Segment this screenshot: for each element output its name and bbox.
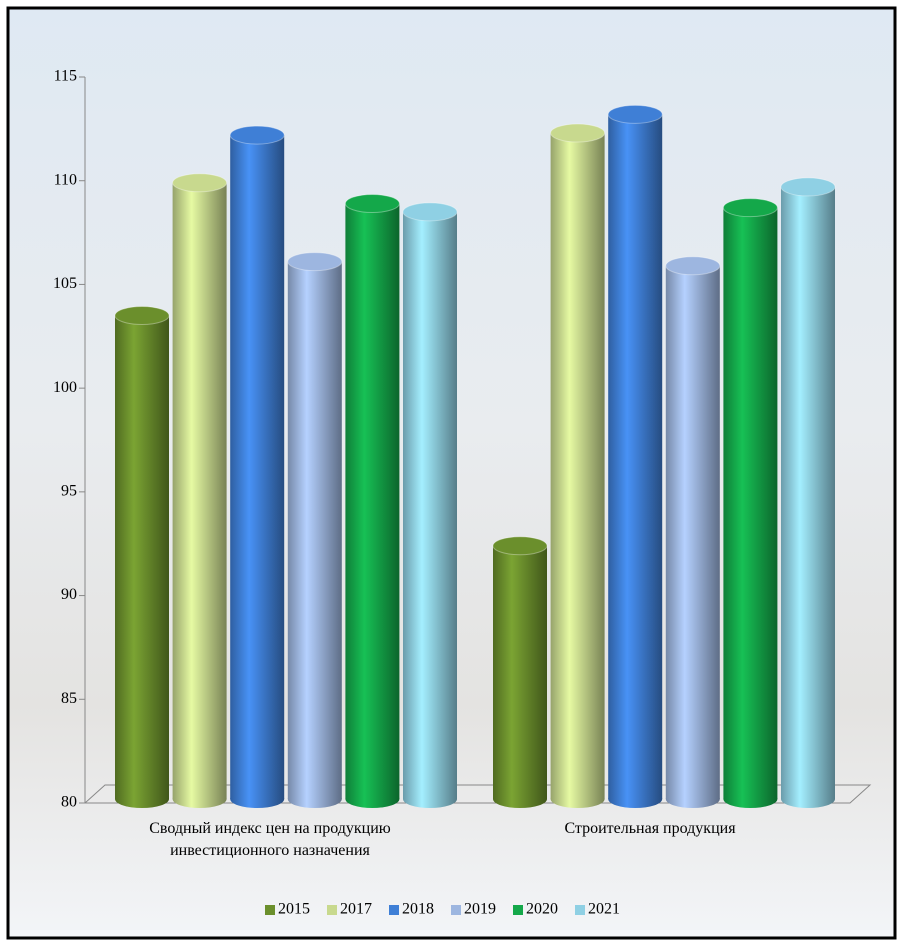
bar: [607, 104, 663, 808]
legend-label: 2018: [402, 901, 434, 918]
bar-top: [550, 123, 606, 143]
bar: [114, 306, 170, 808]
bar-body: [287, 261, 342, 799]
y-tick-label: 100: [53, 379, 77, 396]
bar-body: [172, 182, 227, 799]
bar: [402, 202, 458, 808]
bar-body: [723, 207, 778, 799]
bar-top: [607, 104, 663, 124]
legend-swatch: [451, 905, 461, 915]
bar-body: [115, 315, 169, 799]
bar-body: [403, 211, 457, 800]
legend-swatch: [513, 905, 523, 915]
bar-top: [402, 202, 458, 222]
bar-top: [172, 173, 228, 193]
legend-label: 2015: [278, 901, 310, 918]
y-tick-label: 80: [61, 794, 77, 811]
bar: [492, 536, 548, 808]
legend-swatch: [575, 905, 585, 915]
bar-body: [493, 545, 547, 799]
bar-body: [345, 203, 400, 799]
y-tick-label: 105: [53, 275, 77, 292]
bar-top: [229, 125, 285, 145]
bar-top: [114, 306, 170, 326]
bar: [550, 123, 606, 808]
bar: [229, 125, 285, 808]
bar: [344, 194, 400, 808]
bar-top: [287, 252, 343, 272]
legend-label: 2017: [340, 901, 372, 918]
legend-label: 2020: [526, 901, 558, 918]
y-tick-label: 95: [61, 483, 77, 500]
bar: [172, 173, 228, 808]
y-tick-label: 110: [54, 171, 77, 188]
bar-body: [550, 133, 605, 799]
bar-body: [608, 114, 663, 799]
y-tick-label: 85: [61, 690, 77, 707]
y-tick-label: 115: [54, 68, 77, 85]
bar-body: [230, 135, 285, 799]
bar-body: [665, 265, 720, 799]
bar-body: [781, 186, 835, 800]
legend-label: 2019: [464, 901, 496, 918]
x-category-label: Сводный индекс цен на продукцию инвестиц…: [149, 820, 391, 859]
bar-top: [665, 256, 721, 276]
bar: [287, 252, 343, 808]
bar-top: [780, 177, 836, 197]
bar-top: [344, 194, 400, 214]
bar-top: [722, 198, 778, 218]
legend-swatch: [327, 905, 337, 915]
legend-swatch: [265, 905, 275, 915]
legend-swatch: [389, 905, 399, 915]
bar-top: [492, 536, 548, 556]
bar: [780, 177, 836, 808]
bar: [665, 256, 721, 808]
x-category-label: Строительная продукция: [564, 820, 736, 837]
legend-label: 2021: [588, 901, 620, 918]
y-tick-label: 90: [61, 586, 77, 603]
bar: [722, 198, 778, 808]
